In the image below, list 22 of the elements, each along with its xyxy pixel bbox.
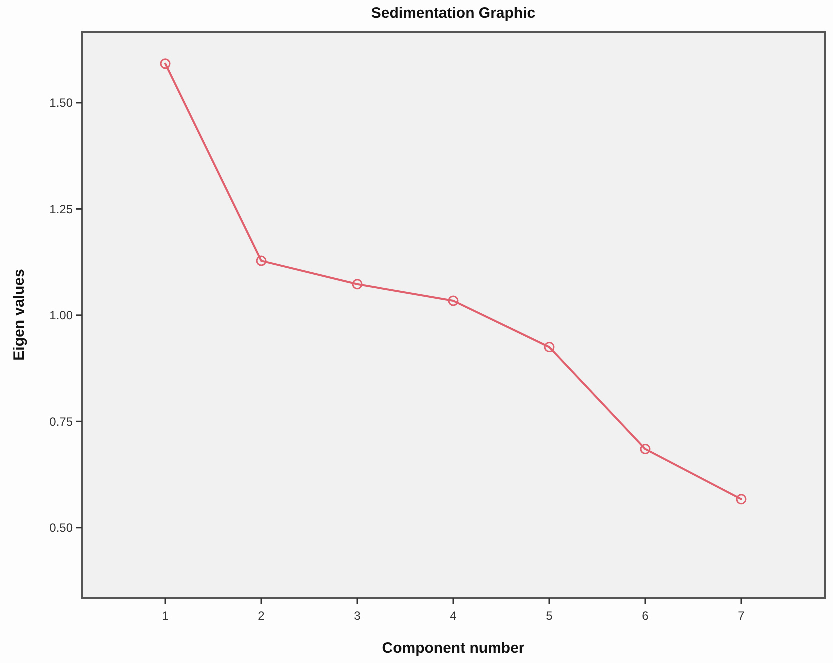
y-tick-label: 1.25 xyxy=(50,202,74,216)
x-tick-label: 1 xyxy=(162,609,170,623)
chart-title: Sedimentation Graphic xyxy=(371,5,536,22)
x-tick-label: 5 xyxy=(546,609,554,623)
x-tick-label: 3 xyxy=(354,609,362,623)
y-tick-label: 1.00 xyxy=(50,308,74,323)
x-axis-title: Component number xyxy=(382,640,525,657)
x-tick-label: 6 xyxy=(642,609,650,623)
y-tick-label: 0.50 xyxy=(50,521,74,536)
point xyxy=(256,256,267,266)
x-tick-label: 4 xyxy=(450,609,458,623)
point xyxy=(640,444,651,455)
point xyxy=(352,279,363,290)
y-tick-label: 0.75 xyxy=(50,414,74,429)
x-tick-label: 7 xyxy=(738,609,746,623)
point xyxy=(160,58,171,70)
y-axis-title: Eigen values xyxy=(11,269,28,361)
point xyxy=(448,296,459,306)
point xyxy=(544,342,555,353)
point xyxy=(736,494,747,505)
x-tick-label: 2 xyxy=(258,609,266,623)
y-tick-label: 1.50 xyxy=(50,96,74,110)
